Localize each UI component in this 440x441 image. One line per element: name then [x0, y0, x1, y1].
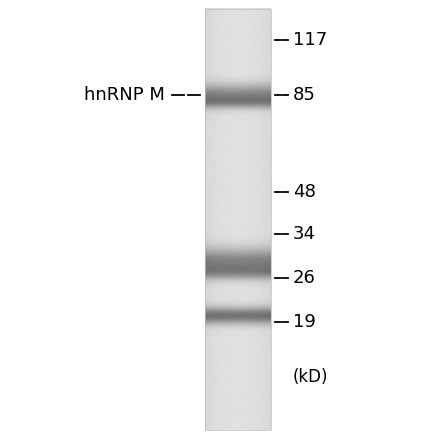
- Text: 19: 19: [293, 313, 315, 331]
- Text: hnRNP M: hnRNP M: [84, 86, 165, 104]
- Text: (kD): (kD): [293, 368, 328, 386]
- Text: 85: 85: [293, 86, 315, 104]
- Text: 34: 34: [293, 225, 315, 243]
- Text: 48: 48: [293, 183, 315, 201]
- Bar: [205, 9, 271, 430]
- Text: 26: 26: [293, 269, 315, 287]
- Text: 117: 117: [293, 31, 327, 49]
